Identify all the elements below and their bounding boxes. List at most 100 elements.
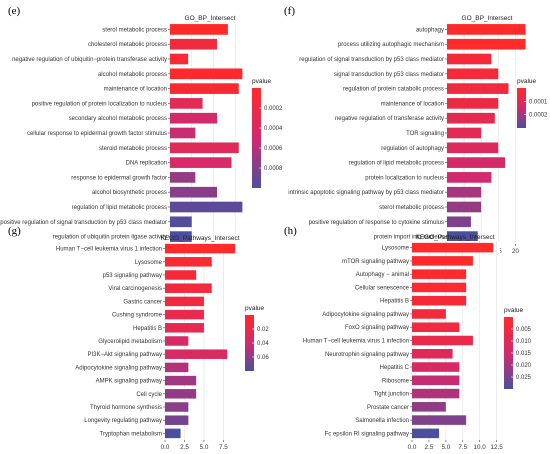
- category-label: regulation of lipid metabolic process: [72, 205, 167, 211]
- bar: [165, 362, 189, 373]
- category-label: Fc epsilon RI signaling pathway: [325, 431, 409, 437]
- bar: [412, 256, 473, 266]
- category-label: negative regulation of transferase activ…: [335, 116, 444, 122]
- legend-colorbar: [517, 88, 526, 128]
- panel-tag: (e): [8, 5, 21, 17]
- chart-panel-h: (h) KEGG_Pathways_Intersect Lysosome mTOR s…: [284, 225, 532, 451]
- category-label: Cell cycle: [136, 392, 162, 398]
- bar: [447, 68, 499, 80]
- category-label: DNA replication: [126, 161, 167, 167]
- bar: [412, 295, 467, 306]
- legend-label: 0.0008: [264, 166, 283, 172]
- chart-panel-g: (g) KEGG_Pathways_Intersect Human T−cell l…: [8, 225, 269, 451]
- legend-label: 0.0006: [264, 146, 283, 152]
- x-tick-label: 5.0: [441, 444, 450, 451]
- bar: [447, 216, 471, 228]
- bar: [412, 282, 467, 293]
- category-label: Longevity regulating pathway: [84, 418, 162, 424]
- category-label: Hepatitis C: [380, 365, 410, 371]
- legend-label: 0.0004: [264, 126, 283, 132]
- bar: [170, 231, 192, 242]
- category-label: positive regulation of response to cytok…: [309, 220, 444, 226]
- category-label: Thyroid hormone synthesis: [90, 405, 162, 411]
- x-tick-label: 0.0: [161, 444, 170, 451]
- category-label: cholesterol metabolic process: [88, 42, 167, 48]
- category-label: secondary alcohol metabolic process: [69, 116, 167, 122]
- category-label: Hepatitis B: [380, 299, 409, 305]
- category-label: intrinsic apoptotic signaling pathway by…: [288, 190, 444, 196]
- category-label: FoxO signaling pathway: [345, 325, 409, 331]
- legend-label: 0.020: [516, 363, 532, 369]
- category-label: Hepatitis B: [133, 326, 162, 332]
- bar: [447, 53, 492, 65]
- x-tick-label: 2.5: [180, 444, 189, 451]
- bar: [412, 415, 467, 425]
- x-tick-label: 10.0: [474, 444, 487, 451]
- category-label: Human T−cell leukemia virus 1 infection: [56, 247, 162, 253]
- category-label: Human T−cell leukemia virus 1 infection: [303, 339, 409, 345]
- category-label: regulation of lipid metabolic process: [349, 161, 444, 167]
- bar: [412, 428, 440, 439]
- category-label: steroid metabolic process: [99, 146, 167, 152]
- bar: [170, 98, 203, 109]
- category-label: negative regulation of ubiquitin−protein…: [12, 57, 167, 63]
- bar: [165, 283, 212, 293]
- category-label: Adipocytokine signaling pathway: [322, 312, 409, 318]
- legend-label: 0.010: [516, 339, 532, 345]
- bar: [170, 186, 218, 198]
- bar: [165, 415, 189, 425]
- legend-colorbar: [252, 88, 261, 188]
- legend-title: pvalue: [252, 78, 272, 85]
- bar: [447, 231, 478, 242]
- panel-tag: (g): [8, 225, 21, 237]
- x-tick-label: 7.5: [219, 444, 228, 451]
- category-label: response to epidermal growth factor: [71, 175, 167, 181]
- chart-title: GO_BP_Intersect: [462, 15, 513, 22]
- bar: [412, 242, 494, 253]
- chart-title: KEGG_Pathways_Intersect: [160, 235, 239, 242]
- bar: [165, 389, 197, 399]
- category-label: Neurotrophin signaling pathway: [325, 352, 409, 358]
- category-label: alcohol biosynthetic process: [92, 190, 167, 196]
- legend-label: 0.06: [257, 355, 269, 361]
- bar: [447, 112, 495, 124]
- category-label: Lysosome: [135, 260, 163, 266]
- legend-colorbar: [245, 315, 254, 371]
- category-label: Cushing syndrome: [112, 313, 163, 319]
- legend-label: 0.0002: [529, 113, 548, 119]
- category-label: autophagy: [416, 27, 444, 33]
- bar: [165, 296, 204, 307]
- legend-title: pvalue: [517, 78, 537, 85]
- category-label: TOR signaling: [406, 131, 444, 137]
- bar: [447, 186, 482, 198]
- x-tick-label: 20: [512, 248, 520, 255]
- bar: [447, 157, 506, 168]
- bar: [412, 322, 460, 333]
- chart-title: KEGG_Pathways_Intersect: [415, 234, 494, 241]
- category-label: alcohol metabolic process: [98, 72, 167, 78]
- bar: [165, 243, 236, 254]
- panel-tag: (f): [284, 5, 295, 17]
- x-tick-label: 2.5: [425, 444, 434, 451]
- chart-panel-f: (f) GO_BP_Intersect autophagy process utili…: [284, 5, 548, 255]
- category-label: maintenance of location: [381, 101, 444, 107]
- category-label: Gastric cancer: [123, 299, 162, 305]
- bar: [447, 127, 482, 139]
- bar: [412, 309, 446, 319]
- category-label: signal transduction by p53 class mediato…: [334, 72, 444, 78]
- category-label: mTOR signaling pathway: [342, 259, 409, 265]
- x-tick-label: 7.5: [458, 444, 467, 451]
- category-label: positive regulation of protein localizat…: [32, 101, 167, 107]
- category-label: Autophagy − animal: [356, 272, 409, 278]
- category-label: Prostate cancer: [367, 405, 409, 411]
- bar: [170, 24, 228, 35]
- bar: [170, 38, 218, 50]
- category-label: cellular response to epidermal growth fa…: [27, 131, 167, 137]
- bar: [170, 83, 239, 94]
- legend-label: 0.02: [257, 327, 269, 333]
- legend-label: 0.025: [516, 375, 532, 381]
- legend-label: 0.0002: [264, 106, 283, 112]
- bar: [412, 402, 446, 412]
- bar: [165, 323, 204, 333]
- bar: [165, 270, 197, 280]
